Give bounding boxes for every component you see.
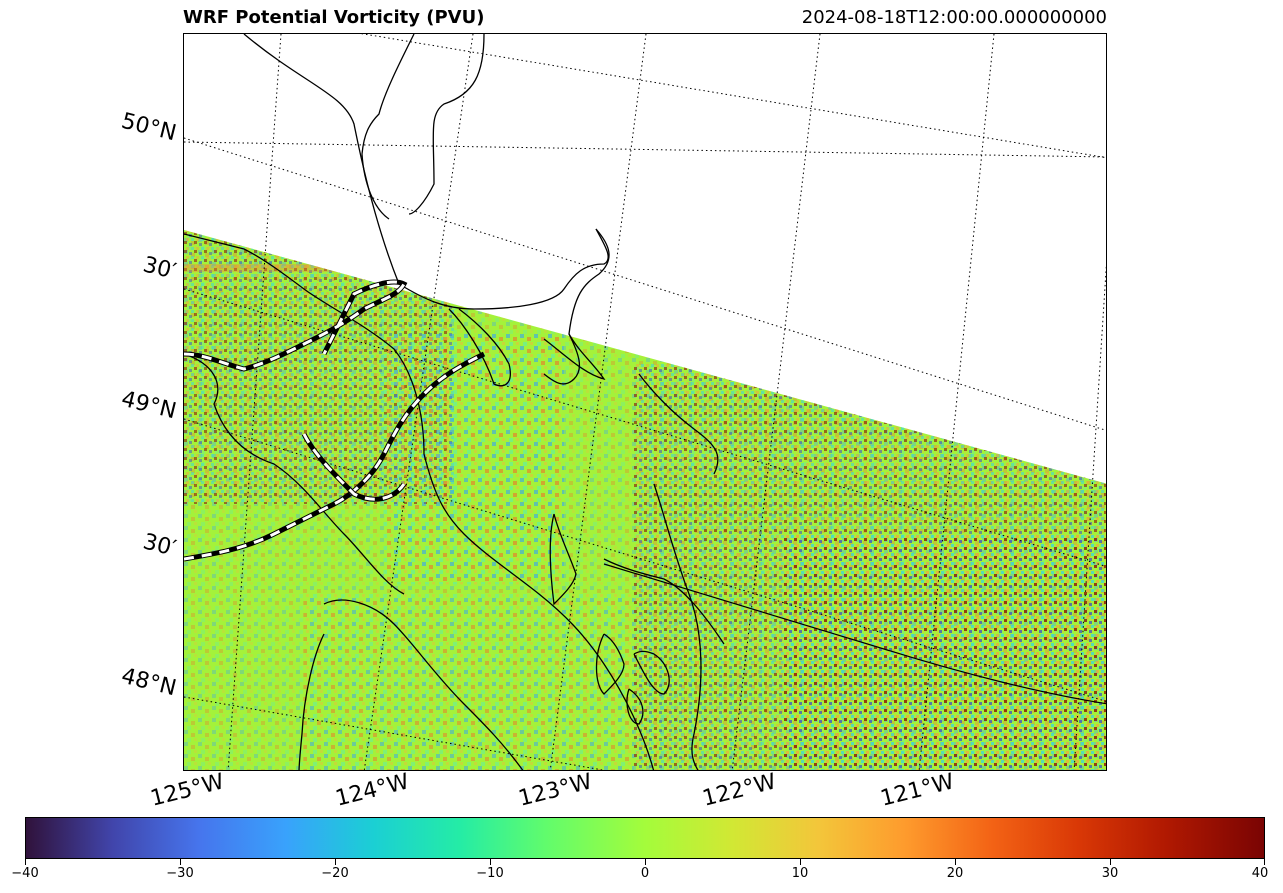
lon-label-125w: 125°W <box>148 769 227 812</box>
valid-time: 2024-08-18T12:00:00.000000000 <box>801 7 1107 28</box>
colorbar-label: 40 <box>1251 866 1269 881</box>
colorbar-tick <box>25 859 26 865</box>
map-panel[interactable] <box>183 33 1107 771</box>
lon-label-124w: 124°W <box>333 769 412 812</box>
lat-label-49-30: 30′ <box>140 252 179 285</box>
plot-title: WRF Potential Vorticity (PVU) <box>183 7 485 28</box>
colorbar-label: −20 <box>321 866 349 881</box>
lat-label-50n: 50°N <box>118 108 179 147</box>
colorbar-tick <box>1264 859 1265 865</box>
pv-map <box>184 34 1106 770</box>
colorbar-label: −30 <box>166 866 194 881</box>
colorbar-tick <box>645 859 646 865</box>
lon-label-123w: 123°W <box>516 769 595 812</box>
colorbar-tick <box>180 859 181 865</box>
colorbar-tick <box>955 859 956 865</box>
lat-label-48n: 48°N <box>118 663 179 702</box>
lon-label-122w: 122°W <box>700 769 779 812</box>
intl-border <box>184 279 1106 705</box>
colorbar-label: 20 <box>946 866 964 881</box>
colorbar-tick <box>1110 859 1111 865</box>
coastlines <box>184 34 725 770</box>
colorbar-tick <box>800 859 801 865</box>
colorbar-label: −40 <box>11 866 39 881</box>
colorbar-tick <box>335 859 336 865</box>
pv-field <box>184 230 1106 770</box>
colorbar-label: 30 <box>1101 866 1119 881</box>
colorbar-label: 10 <box>791 866 809 881</box>
colorbar-tick <box>490 859 491 865</box>
graticule <box>184 34 1106 770</box>
lat-label-48-30: 30′ <box>140 529 179 562</box>
colorbar <box>25 817 1265 859</box>
colorbar-label: 0 <box>640 866 650 881</box>
lon-label-121w: 121°W <box>878 769 957 812</box>
lat-label-49n: 49°N <box>118 386 179 425</box>
colorbar-label: −10 <box>476 866 504 881</box>
